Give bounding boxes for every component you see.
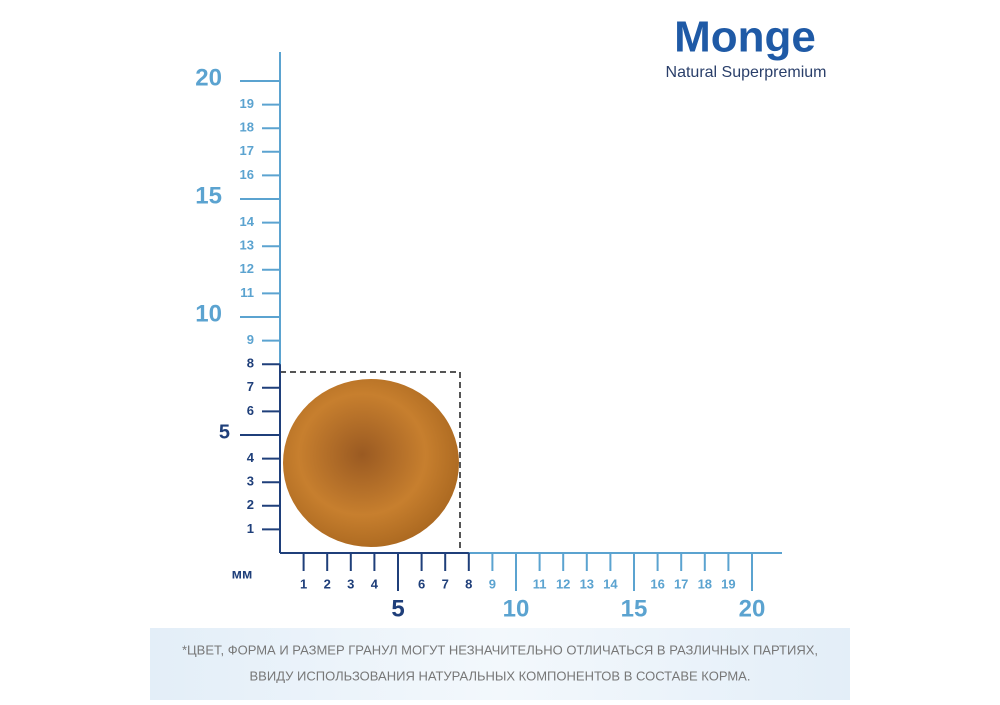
x-tick-label: 4	[371, 576, 379, 591]
y-tick-label: 4	[247, 450, 255, 465]
size-box	[280, 371, 461, 553]
y-tick-label: 3	[247, 474, 254, 489]
footnote-band	[150, 628, 850, 700]
unit-label: мм	[232, 566, 253, 582]
brand: Monge	[674, 13, 816, 62]
x-tick-label: 19	[721, 576, 735, 591]
y-tick-label: 2	[247, 497, 254, 512]
x-tick-label: 17	[674, 576, 688, 591]
y-major-label: 15	[195, 182, 222, 209]
x-tick-label: 8	[465, 576, 472, 591]
y-tick-label: 17	[240, 143, 254, 158]
x-tick-label: 9	[489, 576, 496, 591]
y-tick-label: 14	[240, 214, 255, 229]
x-tick-label: 11	[533, 576, 547, 591]
x-tick-label: 16	[650, 576, 664, 591]
x-major-label: 15	[621, 595, 648, 622]
y-major-label: 10	[195, 300, 222, 327]
y-tick-label: 6	[247, 403, 254, 418]
footnote-line: *ЦВЕТ, ФОРМА И РАЗМЕР ГРАНУЛ МОГУТ НЕЗНА…	[182, 642, 818, 657]
y-tick-label: 7	[247, 379, 254, 394]
y-tick-label: 12	[240, 261, 254, 276]
x-tick-label: 1	[300, 576, 307, 591]
x-tick-label: 14	[603, 576, 618, 591]
y-tick-label: 11	[240, 285, 254, 300]
x-tick-label: 13	[580, 576, 594, 591]
x-tick-label: 18	[698, 576, 712, 591]
x-tick-label: 3	[347, 576, 354, 591]
y-major-label: 5	[219, 421, 230, 443]
x-tick-label: 12	[556, 576, 570, 591]
x-tick-label: 2	[324, 576, 331, 591]
x-major-label: 5	[391, 595, 404, 622]
y-major-label: 20	[195, 64, 222, 91]
x-tick-label: 7	[442, 576, 449, 591]
kibble	[283, 379, 459, 547]
y-tick-label: 16	[240, 167, 254, 182]
y-tick-label: 9	[247, 332, 254, 347]
y-tick-label: 1	[247, 521, 254, 536]
y-tick-label: 19	[240, 96, 254, 111]
footnote-line: ВВИДУ ИСПОЛЬЗОВАНИЯ НАТУРАЛЬНЫХ КОМПОНЕН…	[250, 668, 751, 683]
y-tick-label: 18	[240, 120, 254, 135]
x-major-label: 10	[503, 595, 530, 622]
tagline: Natural Superpremium	[666, 64, 827, 81]
y-tick-label: 8	[247, 356, 254, 371]
y-tick-label: 13	[240, 238, 254, 253]
x-tick-label: 6	[418, 576, 425, 591]
x-major-label: 20	[739, 595, 766, 622]
ruler: 1122334466778899111112121313141416161717…	[195, 52, 782, 622]
